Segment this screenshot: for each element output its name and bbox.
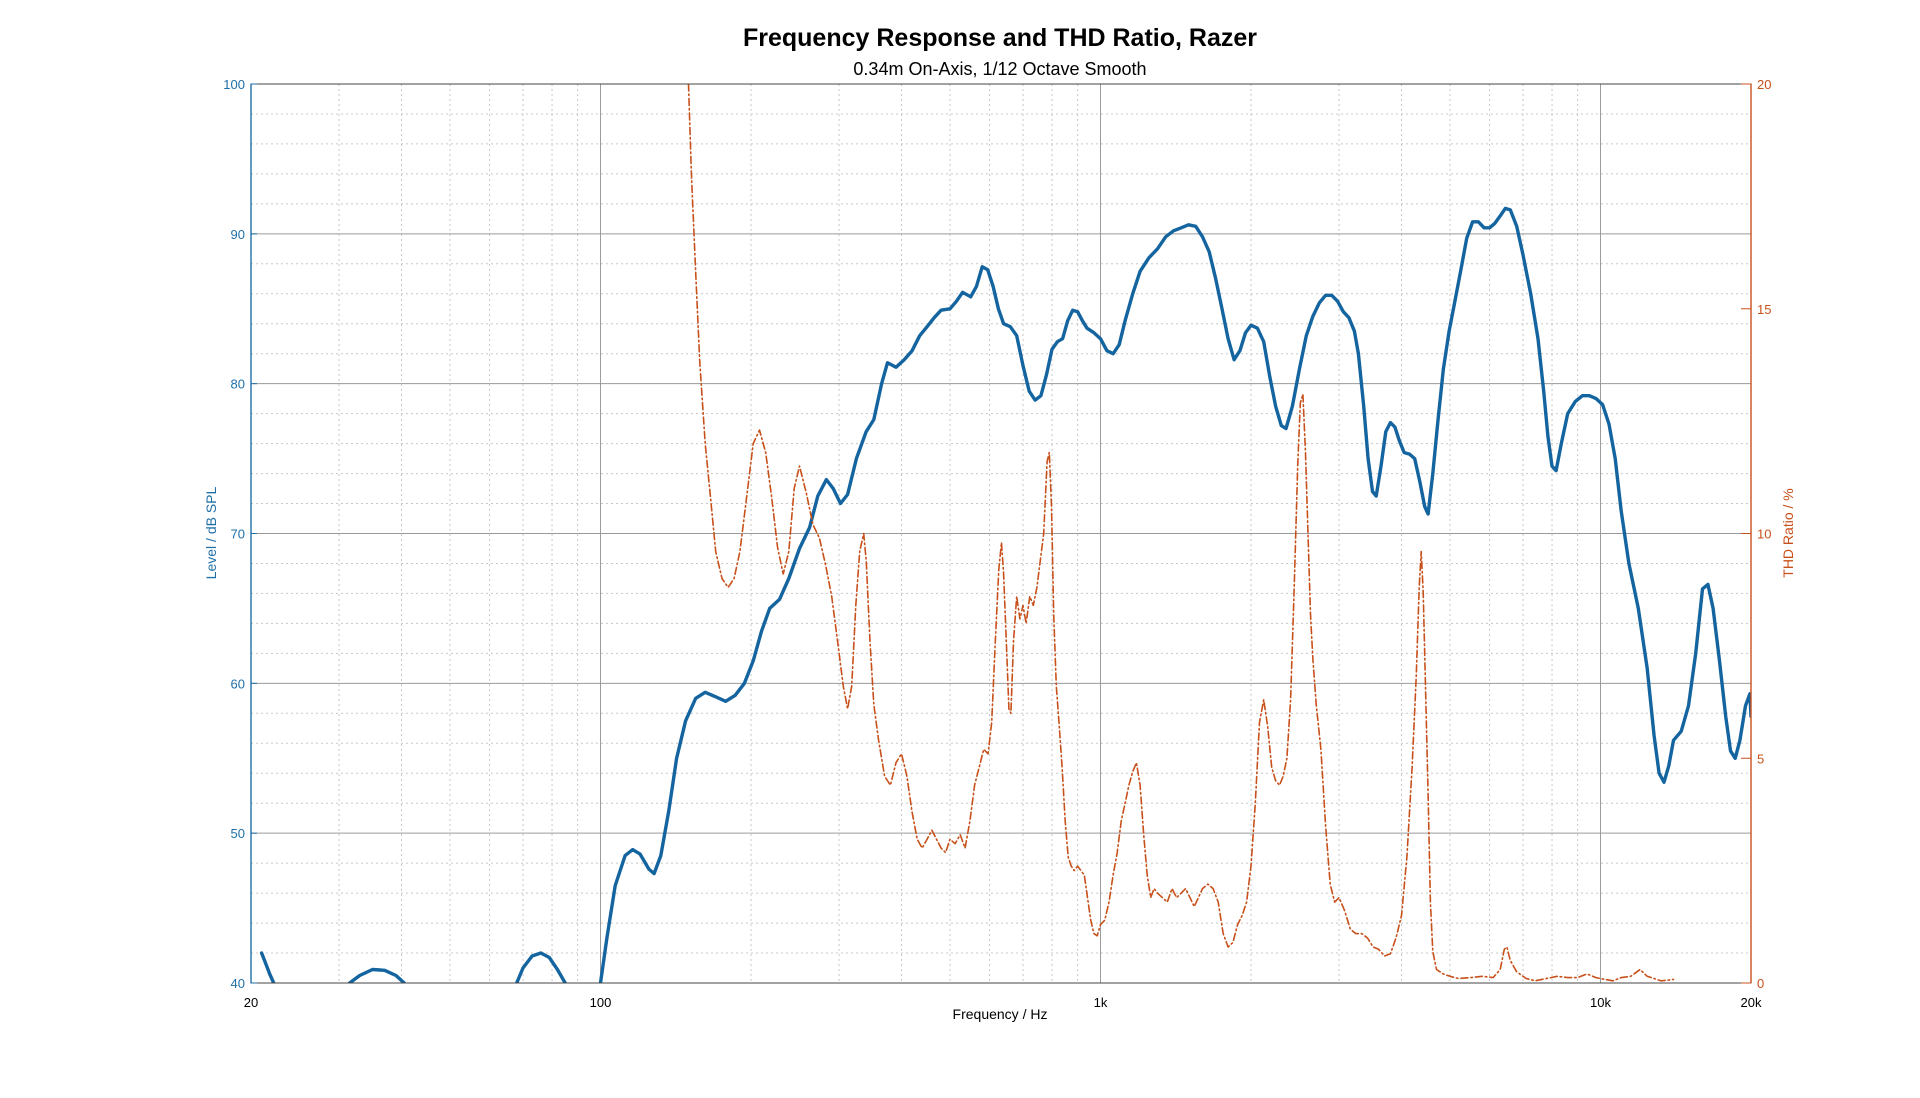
grid-minor (251, 84, 1751, 983)
y-tick-label-right: 10 (1757, 527, 1771, 542)
x-tick-label: 20k (1741, 995, 1762, 1010)
series-layer (259, 84, 1751, 983)
x-tick-label: 100 (590, 995, 612, 1010)
y-tick-label-left: 100 (223, 77, 245, 92)
chart-title: Frequency Response and THD Ratio, Razer (743, 24, 1257, 52)
spl-line-segment-0 (259, 951, 276, 983)
x-tick-label: 20 (244, 995, 258, 1010)
y-tick-label-left: 70 (231, 527, 245, 542)
ticks-layer: 20 100 1k 10k 20k 40 50 60 70 80 90 100 0 5 10 15 20 (223, 77, 1771, 1010)
y-tick-label-right: 0 (1757, 976, 1764, 991)
y-axis-label-left: Level / dB SPL (203, 486, 219, 579)
x-axis-label: Frequency / Hz (953, 1006, 1048, 1022)
y-tick-label-left: 40 (231, 976, 245, 991)
y-tick-label-right: 15 (1757, 302, 1771, 317)
grid-major (251, 84, 1751, 983)
y-axis-label-right: THD Ratio / % (1780, 488, 1796, 577)
y-tick-label-right: 5 (1757, 751, 1764, 766)
x-tick-label: 10k (1590, 995, 1611, 1010)
y-tick-label-left: 90 (231, 227, 245, 242)
chart-subtitle: 0.34m On-Axis, 1/12 Octave Smooth (853, 59, 1146, 79)
spl-line-segment-2 (515, 951, 567, 983)
y-tick-label-right: 20 (1757, 77, 1771, 92)
y-tick-label-left: 50 (231, 826, 245, 841)
thd-line-segment-0 (687, 84, 1675, 982)
y-tick-label-left: 60 (231, 676, 245, 691)
x-tick-label: 1k (1094, 995, 1108, 1010)
y-tick-label-left: 80 (231, 377, 245, 392)
spl-line-segment-1 (347, 967, 406, 983)
spl-line-segment-3 (598, 206, 1751, 983)
